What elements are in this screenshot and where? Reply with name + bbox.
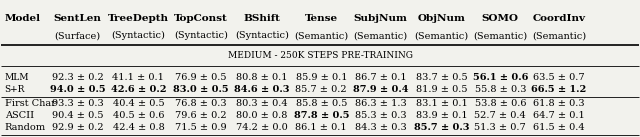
Text: (Semantic): (Semantic) [473, 31, 527, 40]
Text: 76.9 ± 0.5: 76.9 ± 0.5 [175, 73, 227, 82]
Text: First Char: First Char [4, 99, 56, 108]
Text: 87.9 ± 0.4: 87.9 ± 0.4 [353, 85, 408, 95]
Text: 86.1 ± 0.1: 86.1 ± 0.1 [296, 123, 347, 132]
Text: 90.4 ± 0.5: 90.4 ± 0.5 [52, 111, 103, 120]
Text: 40.5 ± 0.6: 40.5 ± 0.6 [113, 111, 164, 120]
Text: (Semantic): (Semantic) [532, 31, 586, 40]
Text: 80.3 ± 0.4: 80.3 ± 0.4 [236, 99, 288, 108]
Text: 83.9 ± 0.1: 83.9 ± 0.1 [416, 111, 468, 120]
Text: 94.0 ± 0.5: 94.0 ± 0.5 [50, 85, 106, 95]
Text: SubjNum: SubjNum [353, 14, 408, 23]
Text: 86.7 ± 0.1: 86.7 ± 0.1 [355, 73, 406, 82]
Text: 53.8 ± 0.6: 53.8 ± 0.6 [475, 99, 526, 108]
Text: (Semantic): (Semantic) [353, 31, 408, 40]
Text: 55.8 ± 0.3: 55.8 ± 0.3 [475, 85, 526, 95]
Text: 86.3 ± 1.3: 86.3 ± 1.3 [355, 99, 406, 108]
Text: SentLen: SentLen [54, 14, 102, 23]
Text: 87.8 ± 0.5: 87.8 ± 0.5 [294, 111, 349, 120]
Text: 56.1 ± 0.6: 56.1 ± 0.6 [473, 73, 528, 82]
Text: 63.5 ± 0.7: 63.5 ± 0.7 [533, 73, 585, 82]
Text: 81.9 ± 0.5: 81.9 ± 0.5 [416, 85, 467, 95]
Text: Tense: Tense [305, 14, 338, 23]
Text: (Syntactic): (Syntactic) [111, 31, 165, 40]
Text: 42.6 ± 0.2: 42.6 ± 0.2 [111, 85, 166, 95]
Text: 61.5 ± 0.4: 61.5 ± 0.4 [533, 123, 585, 132]
Text: 80.8 ± 0.1: 80.8 ± 0.1 [236, 73, 288, 82]
Text: 85.7 ± 0.3: 85.7 ± 0.3 [414, 123, 470, 132]
Text: 85.8 ± 0.5: 85.8 ± 0.5 [296, 99, 347, 108]
Text: 41.1 ± 0.1: 41.1 ± 0.1 [113, 73, 164, 82]
Text: 84.6 ± 0.3: 84.6 ± 0.3 [234, 85, 290, 95]
Text: 83.1 ± 0.1: 83.1 ± 0.1 [416, 99, 468, 108]
Text: 85.9 ± 0.1: 85.9 ± 0.1 [296, 73, 347, 82]
Text: 66.5 ± 1.2: 66.5 ± 1.2 [531, 85, 587, 95]
Text: (Semantic): (Semantic) [294, 31, 348, 40]
Text: Random: Random [4, 123, 45, 132]
Text: 92.9 ± 0.2: 92.9 ± 0.2 [52, 123, 103, 132]
Text: 64.7 ± 0.1: 64.7 ± 0.1 [533, 111, 585, 120]
Text: 83.0 ± 0.5: 83.0 ± 0.5 [173, 85, 228, 95]
Text: 84.3 ± 0.3: 84.3 ± 0.3 [355, 123, 406, 132]
Text: ObjNum: ObjNum [418, 14, 466, 23]
Text: 51.3 ± 0.7: 51.3 ± 0.7 [474, 123, 526, 132]
Text: MLM: MLM [4, 73, 29, 82]
Text: 42.4 ± 0.8: 42.4 ± 0.8 [113, 123, 164, 132]
Text: MEDIUM - 250K STEPS PRE-TRAINING: MEDIUM - 250K STEPS PRE-TRAINING [227, 51, 413, 60]
Text: SOMO: SOMO [482, 14, 519, 23]
Text: TreeDepth: TreeDepth [108, 14, 169, 23]
Text: 85.3 ± 0.3: 85.3 ± 0.3 [355, 111, 406, 120]
Text: 74.2 ± 0.0: 74.2 ± 0.0 [236, 123, 288, 132]
Text: 61.8 ± 0.3: 61.8 ± 0.3 [533, 99, 585, 108]
Text: 83.7 ± 0.5: 83.7 ± 0.5 [416, 73, 468, 82]
Text: (Semantic): (Semantic) [415, 31, 468, 40]
Text: 79.6 ± 0.2: 79.6 ± 0.2 [175, 111, 227, 120]
Text: S+R: S+R [4, 85, 25, 95]
Text: TopConst: TopConst [174, 14, 228, 23]
Text: ASCII: ASCII [4, 111, 34, 120]
Text: 40.4 ± 0.5: 40.4 ± 0.5 [113, 99, 164, 108]
Text: 80.0 ± 0.8: 80.0 ± 0.8 [236, 111, 288, 120]
Text: (Surface): (Surface) [54, 31, 100, 40]
Text: (Syntactic): (Syntactic) [174, 31, 228, 40]
Text: CoordInv: CoordInv [532, 14, 586, 23]
Text: 71.5 ± 0.9: 71.5 ± 0.9 [175, 123, 227, 132]
Text: Model: Model [4, 14, 40, 23]
Text: (Syntactic): (Syntactic) [235, 31, 289, 40]
Text: 93.3 ± 0.3: 93.3 ± 0.3 [52, 99, 104, 108]
Text: 85.7 ± 0.2: 85.7 ± 0.2 [296, 85, 347, 95]
Text: 52.7 ± 0.4: 52.7 ± 0.4 [474, 111, 526, 120]
Text: 92.3 ± 0.2: 92.3 ± 0.2 [52, 73, 104, 82]
Text: 76.8 ± 0.3: 76.8 ± 0.3 [175, 99, 227, 108]
Text: BShift: BShift [244, 14, 280, 23]
